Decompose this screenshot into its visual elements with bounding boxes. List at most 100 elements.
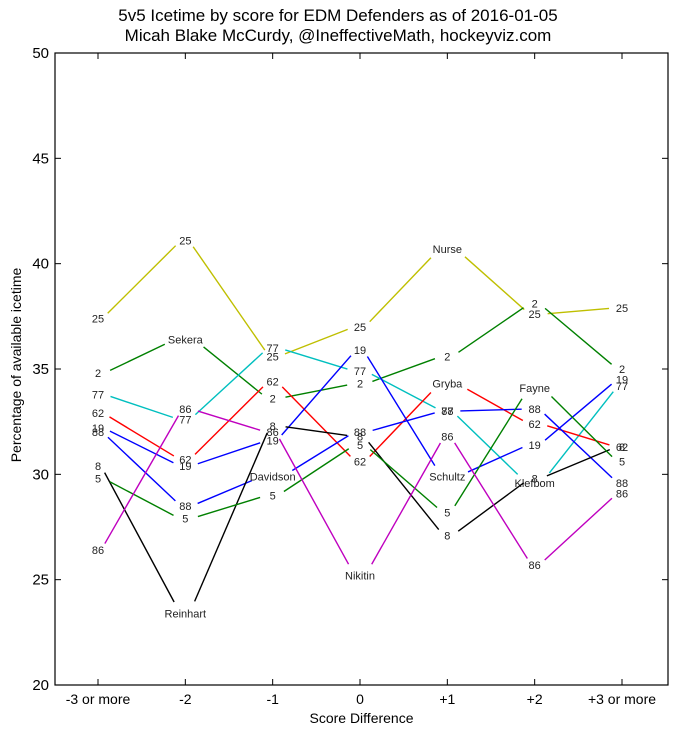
series-fayne: 5 5 5 5 5 Fayne 5 bbox=[95, 383, 625, 526]
data-label: 88 bbox=[354, 427, 366, 439]
series-segment bbox=[291, 435, 349, 472]
data-label: 62 bbox=[616, 442, 628, 454]
data-label: 8 bbox=[95, 461, 101, 473]
series-segment bbox=[372, 358, 436, 383]
data-label: 19 bbox=[267, 436, 279, 448]
series-segment bbox=[547, 307, 610, 315]
data-label: Gryba bbox=[432, 379, 463, 391]
series-segment bbox=[192, 246, 266, 351]
data-label: 25 bbox=[529, 309, 541, 321]
data-label: 88 bbox=[529, 404, 541, 416]
data-label: 19 bbox=[529, 440, 541, 452]
series-segment bbox=[548, 391, 614, 474]
series-segment bbox=[109, 343, 166, 372]
data-label: 19 bbox=[179, 461, 191, 473]
series-segment bbox=[544, 413, 613, 479]
x-tick-label: +3 or more bbox=[588, 691, 656, 707]
data-label: 19 bbox=[92, 423, 104, 435]
y-tick-label: 20 bbox=[32, 677, 49, 694]
series-segment bbox=[454, 442, 528, 559]
data-label: 8 bbox=[619, 442, 625, 454]
x-axis-label: Score Difference bbox=[309, 710, 414, 726]
data-label: 8 bbox=[444, 530, 450, 542]
data-label: 5 bbox=[444, 507, 450, 519]
x-tick-label: -1 bbox=[266, 691, 279, 707]
data-label: 2 bbox=[270, 393, 276, 405]
data-label: 86 bbox=[529, 560, 541, 572]
data-label: 62 bbox=[92, 408, 104, 420]
series-klefbom: 77 77 77 77 77 Klefbom 77 bbox=[92, 343, 628, 490]
data-label: 8 bbox=[270, 421, 276, 433]
y-tick-label: 50 bbox=[32, 45, 49, 62]
data-label: 8 bbox=[357, 431, 363, 443]
chart-title: 5v5 Icetime by score for EDM Defenders a… bbox=[118, 6, 558, 25]
series-layer: 25252525Nurse25252Sekera222227777777777K… bbox=[92, 235, 628, 620]
series-segment bbox=[194, 352, 264, 416]
data-label: 25 bbox=[179, 235, 191, 247]
data-label: 62 bbox=[267, 377, 279, 389]
series-segment bbox=[454, 398, 523, 507]
y-axis-label: Percentage of available icetime bbox=[8, 267, 24, 463]
series-segment bbox=[458, 307, 524, 353]
data-label: 25 bbox=[92, 313, 104, 325]
series-nurse: 25 25 25 25 Nurse 25 25 bbox=[92, 235, 628, 363]
series-segment bbox=[104, 472, 175, 603]
series-segment bbox=[544, 497, 613, 561]
data-label: 62 bbox=[529, 419, 541, 431]
data-label: Davidson bbox=[250, 471, 296, 483]
series-schultz: 19 19 19 19 Schultz 19 19 bbox=[92, 345, 628, 483]
data-label: 2 bbox=[619, 364, 625, 376]
data-label: 19 bbox=[354, 345, 366, 357]
data-label: 25 bbox=[354, 322, 366, 334]
series-segment bbox=[550, 395, 613, 458]
data-label: Sekera bbox=[168, 335, 204, 347]
series-segment bbox=[281, 355, 352, 436]
series-segment bbox=[285, 426, 348, 437]
series-segment bbox=[466, 388, 524, 422]
data-label: 77 bbox=[354, 366, 366, 378]
data-label: 77 bbox=[267, 343, 279, 355]
series-segment bbox=[544, 307, 613, 365]
data-label: Fayne bbox=[519, 383, 550, 395]
data-label: Nikitin bbox=[345, 570, 375, 582]
series-segment bbox=[369, 449, 438, 509]
data-label: 86 bbox=[92, 545, 104, 557]
series-segment bbox=[283, 448, 350, 493]
data-label: 88 bbox=[441, 406, 453, 418]
series-segment bbox=[281, 386, 351, 457]
y-tick-label: 30 bbox=[32, 466, 49, 483]
series-segment bbox=[110, 395, 174, 419]
y-tick-label: 45 bbox=[32, 150, 49, 167]
series-segment bbox=[197, 480, 253, 505]
data-label: 86 bbox=[441, 431, 453, 443]
data-label: Klefbom bbox=[514, 478, 554, 490]
data-label: 5 bbox=[182, 514, 188, 526]
series-segment bbox=[368, 441, 440, 531]
data-label: Reinhart bbox=[165, 608, 207, 620]
data-label: 88 bbox=[92, 427, 104, 439]
series-segment bbox=[197, 410, 261, 431]
series-segment bbox=[371, 442, 442, 565]
series-segment bbox=[460, 408, 522, 412]
y-tick-label: 25 bbox=[32, 572, 49, 589]
x-tick-label: -3 or more bbox=[66, 691, 131, 707]
x-tick-label: +2 bbox=[527, 691, 543, 707]
series-segment bbox=[203, 346, 263, 395]
series-segment bbox=[369, 392, 432, 457]
series-segment bbox=[109, 430, 174, 464]
data-label: 88 bbox=[179, 501, 191, 513]
series-segment bbox=[193, 432, 268, 602]
data-label: 86 bbox=[616, 488, 628, 500]
series-segment bbox=[109, 416, 175, 457]
series-segment bbox=[547, 425, 610, 446]
series-segment bbox=[457, 482, 525, 532]
series-segment bbox=[544, 383, 613, 441]
data-label: 86 bbox=[267, 427, 279, 439]
series-segment bbox=[464, 256, 525, 311]
data-label: Nurse bbox=[433, 244, 462, 256]
data-label: 62 bbox=[354, 457, 366, 469]
series-segment bbox=[197, 496, 261, 518]
data-label: 77 bbox=[92, 389, 104, 401]
